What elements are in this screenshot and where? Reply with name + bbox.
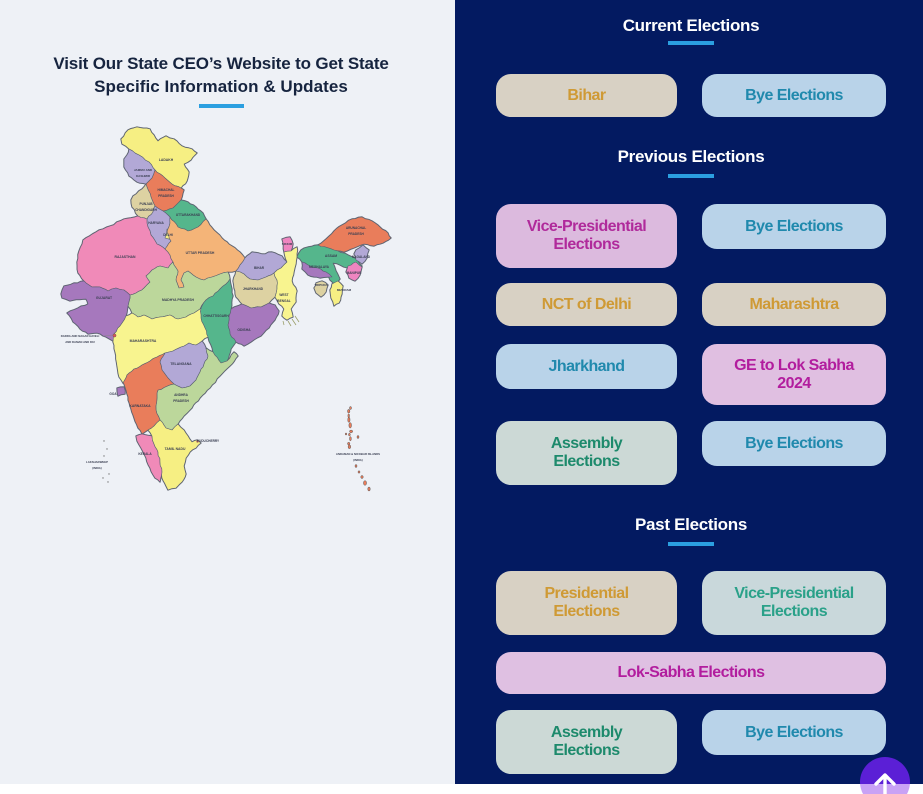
svg-text:PUDUCHERRY: PUDUCHERRY bbox=[197, 439, 220, 443]
svg-text:WEST: WEST bbox=[279, 293, 288, 297]
svg-text:PRADESH: PRADESH bbox=[158, 194, 174, 198]
svg-text:KERALA: KERALA bbox=[138, 452, 152, 456]
svg-text:DADRA AND NAGAR HAVELI: DADRA AND NAGAR HAVELI bbox=[61, 334, 100, 338]
svg-text:NAGALAND: NAGALAND bbox=[352, 255, 371, 259]
svg-text:HARYANA: HARYANA bbox=[148, 221, 164, 225]
svg-text:MEGHALAYA: MEGHALAYA bbox=[309, 265, 330, 269]
svg-text:TRIPURA: TRIPURA bbox=[314, 283, 328, 287]
svg-text:CHHATTISGARH: CHHATTISGARH bbox=[203, 314, 229, 318]
svg-text:SIKKIM: SIKKIM bbox=[282, 242, 293, 246]
svg-text:JAMMU AND: JAMMU AND bbox=[134, 168, 153, 172]
svg-text:LADAKH: LADAKH bbox=[159, 158, 174, 162]
svg-text:ARUNACHAL: ARUNACHAL bbox=[346, 226, 366, 230]
svg-text:GOA: GOA bbox=[109, 392, 117, 396]
svg-text:PRADESH: PRADESH bbox=[173, 399, 189, 403]
svg-text:MAHARASHTRA: MAHARASHTRA bbox=[130, 339, 157, 343]
svg-text:KASHMIR: KASHMIR bbox=[136, 174, 151, 178]
svg-text:DELHI: DELHI bbox=[163, 233, 173, 237]
svg-text:MANIPUR: MANIPUR bbox=[347, 271, 363, 275]
svg-text:BIHAR: BIHAR bbox=[254, 266, 265, 270]
svg-text:ANDAMAN & NICOBAR ISLANDS: ANDAMAN & NICOBAR ISLANDS bbox=[336, 452, 380, 456]
svg-text:(INDIA): (INDIA) bbox=[353, 458, 363, 462]
svg-text:(INDIA): (INDIA) bbox=[92, 466, 102, 470]
svg-text:UTTARAKHAND: UTTARAKHAND bbox=[176, 213, 201, 217]
svg-text:BENGAL: BENGAL bbox=[277, 299, 291, 303]
svg-text:PUNJAB: PUNJAB bbox=[139, 202, 153, 206]
svg-text:RAJASTHAN: RAJASTHAN bbox=[115, 255, 136, 259]
svg-text:ASSAM: ASSAM bbox=[325, 254, 337, 258]
svg-text:TAMIL NADU: TAMIL NADU bbox=[165, 447, 186, 451]
svg-text:ANDHRA: ANDHRA bbox=[174, 393, 189, 397]
svg-text:HIMACHAL: HIMACHAL bbox=[158, 188, 175, 192]
svg-text:UTTAR PRADESH: UTTAR PRADESH bbox=[186, 251, 215, 255]
svg-text:TELANGANA: TELANGANA bbox=[170, 362, 192, 366]
svg-text:LAKSHADWEEP: LAKSHADWEEP bbox=[86, 460, 108, 464]
svg-text:ODISHA: ODISHA bbox=[237, 328, 251, 332]
svg-text:KARNATAKA: KARNATAKA bbox=[129, 404, 151, 408]
svg-text:CHANDIGARH: CHANDIGARH bbox=[135, 208, 157, 212]
svg-text:GUJARAT: GUJARAT bbox=[96, 296, 113, 300]
svg-text:MADHYA PRADESH: MADHYA PRADESH bbox=[162, 298, 195, 302]
svg-text:PRADESH: PRADESH bbox=[348, 232, 364, 236]
svg-text:MIZORAM: MIZORAM bbox=[337, 288, 352, 292]
svg-text:AND DAMAN AND DIU: AND DAMAN AND DIU bbox=[65, 340, 95, 344]
svg-text:JHARKHAND: JHARKHAND bbox=[243, 287, 264, 291]
